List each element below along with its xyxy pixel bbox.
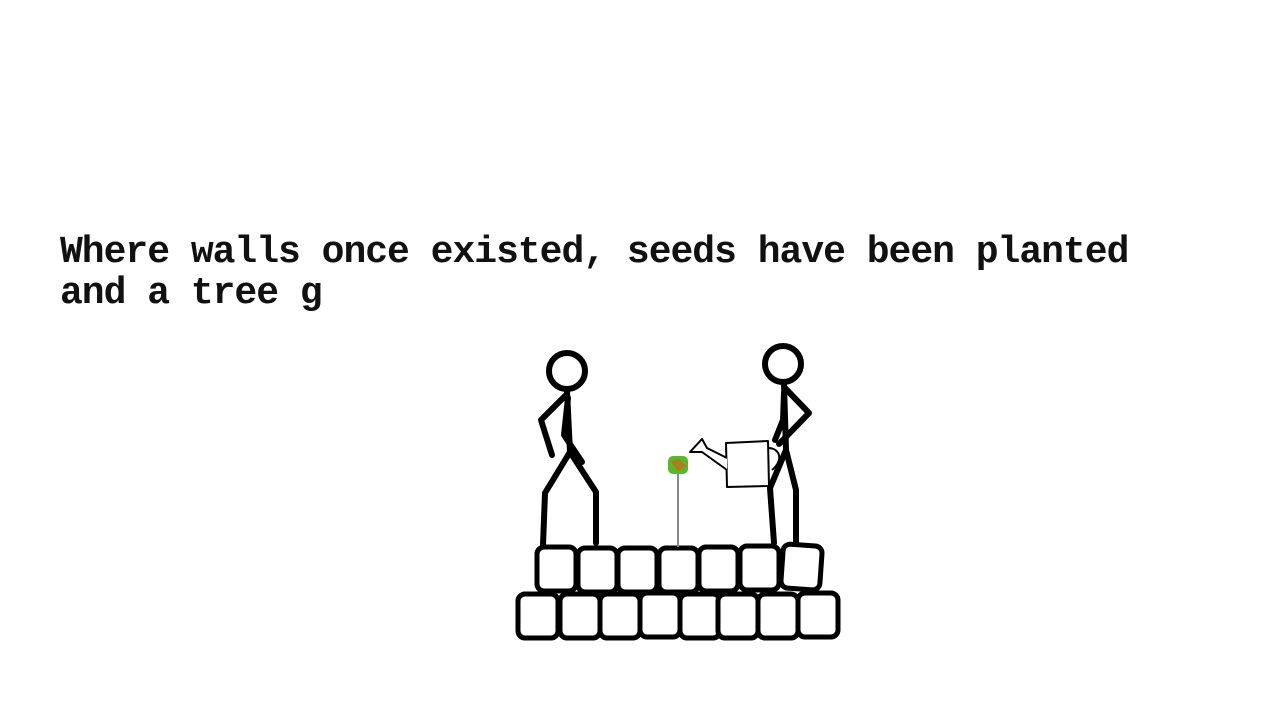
brick <box>715 591 761 641</box>
leg <box>783 447 799 546</box>
brick <box>557 591 603 641</box>
stick-figure-right <box>762 343 812 546</box>
brick <box>534 544 579 594</box>
brick <box>575 545 620 595</box>
watering-can-icon <box>689 438 781 488</box>
arm <box>561 395 585 465</box>
arm <box>776 385 812 447</box>
brick <box>677 591 723 641</box>
narration-line-2: and a tree g <box>60 272 323 315</box>
brick <box>755 591 801 641</box>
leg <box>567 449 599 546</box>
leg <box>767 447 789 546</box>
head <box>546 350 588 392</box>
brick <box>597 591 643 641</box>
narration-line-1: Where walls once existed, seeds have bee… <box>60 231 1129 274</box>
stick-figure-left <box>538 350 599 548</box>
seedling-icon <box>668 456 688 547</box>
brick <box>795 590 841 640</box>
arm <box>538 392 569 458</box>
brick <box>515 591 561 641</box>
head <box>762 343 804 385</box>
narration-text: Where walls once existed, seeds have bee… <box>60 232 1220 314</box>
brick <box>737 543 782 593</box>
brick <box>656 545 701 595</box>
rubble-bottom-row <box>515 590 841 641</box>
rubble-top-row <box>534 541 825 595</box>
brick <box>778 541 825 593</box>
arm <box>772 390 787 443</box>
leg <box>540 449 573 548</box>
brick <box>696 544 741 594</box>
brick <box>615 545 660 595</box>
brick <box>637 590 683 640</box>
